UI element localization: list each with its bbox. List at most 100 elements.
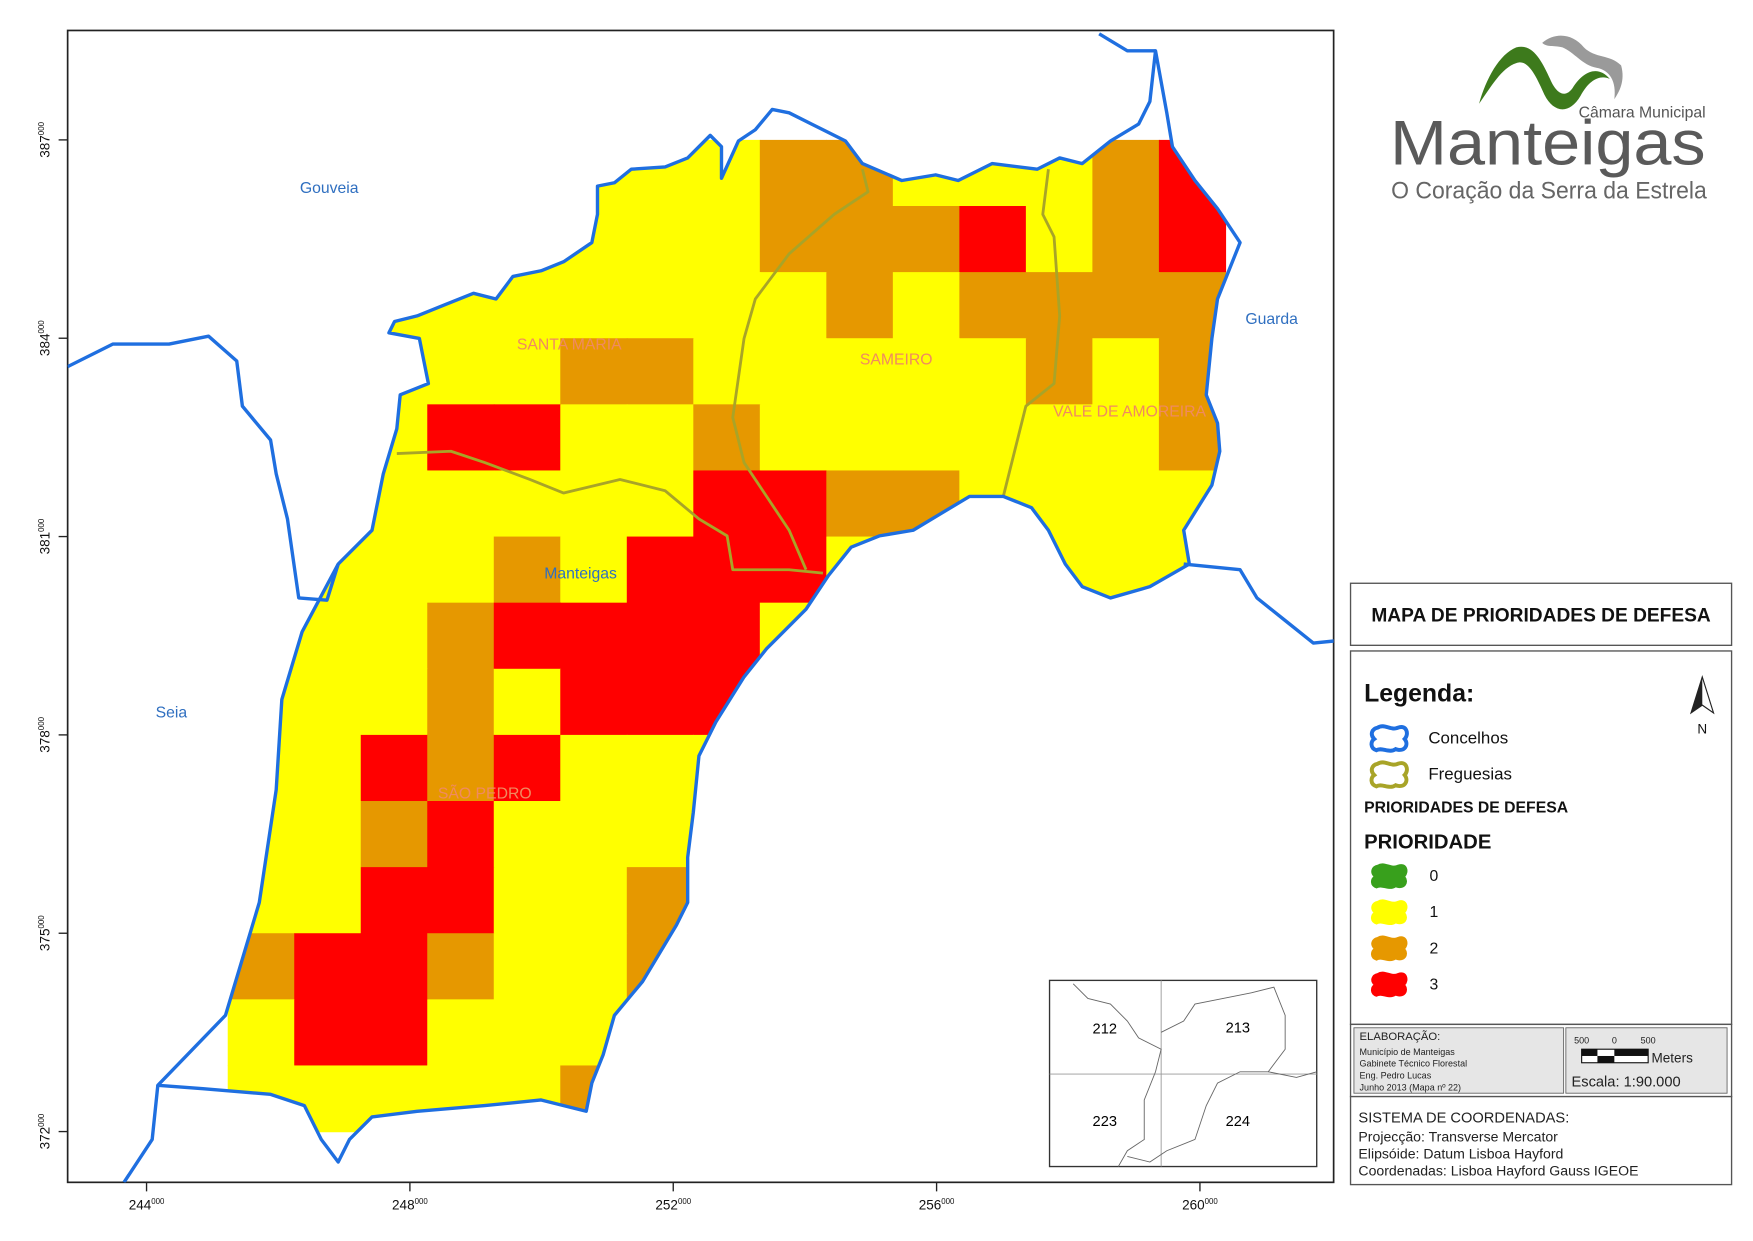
priority-cell: [294, 867, 362, 934]
priority-cell: [693, 338, 761, 406]
priority-cell: [1025, 404, 1094, 472]
tick-main: 387: [38, 135, 53, 158]
priority-cell: [826, 470, 894, 538]
credits-lines: Município de Manteigas Gabinete Técnico F…: [1360, 1047, 1468, 1093]
north-label: N: [1697, 721, 1707, 736]
inset-border: [1127, 986, 1286, 1163]
priority-cell: [360, 602, 428, 670]
priority-cell: [826, 404, 894, 472]
priority-cell: [427, 536, 495, 604]
tick-sup: 000: [415, 1197, 429, 1206]
priority-cell: [560, 602, 628, 670]
legend-class-label: 0: [1429, 868, 1438, 885]
priority-cell: [1025, 338, 1094, 406]
scale-bar-seg: [1614, 1049, 1649, 1056]
tick-main: 381: [38, 532, 53, 555]
priority-cell: [1092, 404, 1160, 472]
priority-cell: [560, 272, 628, 339]
legend-class-swatch: [1370, 971, 1408, 998]
logo-mark-green: [1479, 46, 1610, 110]
legend-boundary-label: Concelhos: [1428, 728, 1508, 747]
tick-sup: 000: [678, 1197, 692, 1206]
priority-cell: [493, 801, 561, 868]
tick-main: 252: [655, 1197, 678, 1212]
priority-cell: [892, 404, 961, 472]
place-label: Gouveia: [300, 180, 359, 197]
priority-cell: [959, 206, 1027, 273]
priority-cell: [693, 404, 761, 472]
tick-sup: 000: [37, 716, 46, 730]
y-tick-label: 384000: [37, 320, 53, 356]
tick-main: 375: [38, 929, 53, 952]
tick-main: 372: [38, 1127, 53, 1150]
priority-cell: [626, 668, 694, 736]
north-arrow-half: [1690, 676, 1703, 714]
priority-cell: [427, 867, 495, 934]
credits-line: Gabinete Técnico Florestal: [1360, 1059, 1468, 1069]
legend-layer: PRIORIDADES DE DEFESA: [1364, 799, 1568, 816]
legend-boundary-swatch: [1369, 724, 1409, 753]
municipal-line: [67, 334, 340, 602]
priority-cell: [1092, 206, 1160, 273]
priority-cell: [892, 338, 961, 406]
logo-slogan: O Coração da Serra da Estrela: [1391, 179, 1707, 205]
scale-text: Escala: 1:90.000: [1571, 1074, 1680, 1090]
inset-map: 212 213 223 224: [1048, 979, 1318, 1168]
priority-cell: [626, 536, 694, 604]
priority-cell: [493, 338, 561, 406]
priority-cell: [1158, 206, 1227, 273]
title-box: [1349, 582, 1733, 646]
priority-cell: [360, 999, 428, 1067]
priority-cell: [560, 668, 628, 736]
parish-label: SANTA MARIA: [517, 337, 622, 354]
scale-tick-label: 0: [1612, 1036, 1617, 1046]
parish-line: [1001, 169, 1062, 497]
priority-cell: [427, 801, 495, 868]
parish-label: SAMEIRO: [860, 351, 933, 368]
y-tick-label: 372000: [37, 1113, 53, 1149]
priority-cell: [294, 999, 362, 1067]
priority-cell: [493, 867, 561, 934]
logo: Câmara Municipal Manteigas O Coração da …: [1390, 35, 1708, 205]
priority-cell: [560, 801, 628, 868]
tick-sup: 000: [37, 518, 46, 532]
x-tick-label: 260000: [1182, 1197, 1218, 1213]
priority-cell: [959, 404, 1027, 472]
priority-cell: [493, 734, 561, 802]
priority-cell: [493, 404, 561, 472]
tick-sup: 000: [151, 1197, 165, 1206]
priority-cell: [560, 734, 628, 802]
x-tick-label: 256000: [919, 1197, 955, 1213]
place-label: Manteigas: [544, 566, 617, 583]
priority-cell: [892, 272, 961, 339]
scale-tick-label: 500: [1641, 1036, 1656, 1046]
x-tick-label: 244000: [129, 1197, 165, 1213]
priority-cell: [1092, 139, 1160, 207]
priority-cell: [493, 999, 561, 1067]
priority-cell: [959, 272, 1027, 339]
priority-cell: [493, 470, 561, 538]
credits-line: Junho 2013 (Mapa nº 22): [1360, 1082, 1462, 1092]
x-tick-label: 248000: [392, 1197, 428, 1213]
priority-cell: [360, 867, 428, 934]
legend: Legenda: PRIORIDADES DE DEFESA PRIORIDAD…: [1364, 675, 1715, 998]
priority-cell: [1092, 338, 1160, 406]
logo-name: Manteigas: [1390, 109, 1706, 179]
priority-cell: [427, 999, 495, 1067]
priority-cell: [759, 272, 828, 339]
municipal-line: [1098, 32, 1156, 53]
credits-line: Município de Manteigas: [1360, 1047, 1456, 1057]
legend-class-label: 3: [1429, 976, 1438, 993]
priority-cell: [759, 206, 828, 273]
priority-cell: [759, 404, 828, 472]
legend-class-swatch: [1370, 899, 1408, 926]
priority-cell: [294, 801, 362, 868]
priority-cell: [360, 668, 428, 736]
priority-cell: [1092, 272, 1160, 339]
parish-boundaries: [396, 168, 1062, 575]
priority-cell: [693, 602, 761, 670]
legend-boundary-label: Freguesias: [1428, 765, 1512, 784]
priority-cell: [626, 404, 694, 472]
